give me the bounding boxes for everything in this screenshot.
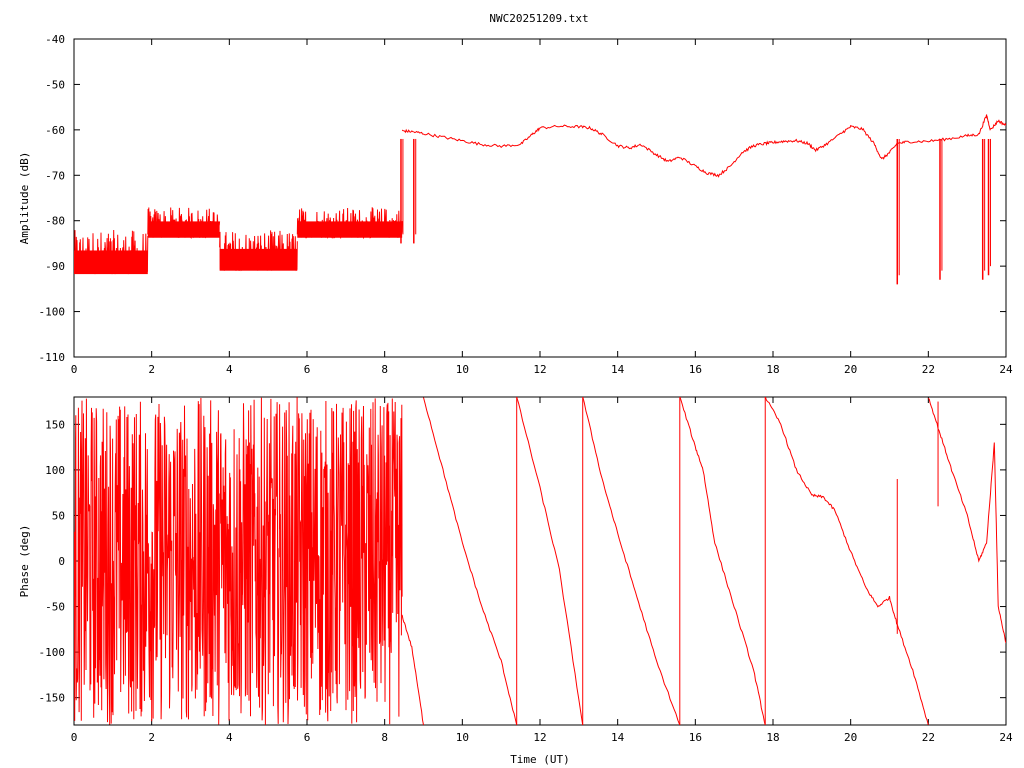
amplitude-noise-band	[219, 248, 298, 271]
phase-noise-segment	[74, 397, 403, 725]
x-tick-label: 22	[922, 363, 935, 376]
x-tick-label: 14	[611, 731, 625, 744]
x-tick-label: 18	[766, 731, 779, 744]
y-tick-label: -70	[45, 169, 65, 182]
y-tick-label: -110	[39, 351, 66, 364]
series-line	[401, 614, 424, 725]
x-tick-label: 16	[689, 363, 702, 376]
x-tick-label: 20	[844, 363, 857, 376]
plot-area	[74, 114, 1006, 285]
amplitude-noise-band	[147, 221, 220, 238]
x-tick-label: 10	[456, 731, 469, 744]
x-tick-label: 22	[922, 731, 935, 744]
x-tick-label: 0	[71, 363, 78, 376]
y-tick-label: -150	[39, 692, 66, 705]
y-axis-label: Phase (deg)	[18, 525, 31, 598]
amplitude-panel: 0 2 4 6 8 10 12 14 16 18 20 22 24-110-100-90-80-70-6…	[18, 33, 1013, 376]
x-tick-label: 20	[844, 731, 857, 744]
y-tick-label: 0	[58, 555, 65, 568]
y-tick-label: -100	[39, 646, 66, 659]
y-tick-label: -90	[45, 260, 65, 273]
y-tick-label: -100	[39, 306, 66, 319]
x-tick-label: 0	[71, 731, 78, 744]
series-line	[516, 397, 584, 725]
x-tick-label: 24	[999, 363, 1013, 376]
x-tick-label: 10	[456, 363, 469, 376]
x-tick-label: 4	[226, 363, 233, 376]
x-tick-label: 14	[611, 363, 625, 376]
x-tick-label: 8	[381, 731, 388, 744]
x-tick-label: 2	[148, 363, 155, 376]
y-tick-label: 50	[52, 509, 65, 522]
y-tick-label: 150	[45, 418, 65, 431]
chart-title: NWC20251209.txt	[489, 12, 588, 25]
x-tick-label: 18	[766, 363, 779, 376]
series-line	[927, 397, 1006, 644]
series-line	[582, 397, 681, 725]
x-tick-label: 12	[533, 731, 546, 744]
amplitude-noise-band	[297, 221, 403, 238]
series-line	[679, 397, 766, 725]
x-tick-label: 12	[533, 363, 546, 376]
x-tick-label: 6	[304, 731, 311, 744]
y-tick-label: -40	[45, 33, 65, 46]
x-axis-label: Time (UT)	[510, 753, 570, 766]
series-line	[764, 397, 929, 725]
series-line	[423, 397, 518, 725]
y-tick-label: -80	[45, 215, 65, 228]
plot-frame	[73, 38, 1007, 358]
x-tick-label: 4	[226, 731, 233, 744]
plot-area	[74, 397, 1006, 725]
series-line	[401, 114, 1006, 178]
x-tick-label: 24	[999, 731, 1013, 744]
amplitude-noise-band	[74, 250, 148, 275]
y-tick-label: 100	[45, 464, 65, 477]
y-tick-label: -50	[45, 78, 65, 91]
x-tick-label: 8	[381, 363, 388, 376]
y-tick-label: -50	[45, 601, 65, 614]
y-axis-label: Amplitude (dB)	[18, 152, 31, 245]
x-tick-label: 16	[689, 731, 702, 744]
y-tick-label: -60	[45, 124, 65, 137]
phase-panel: 0 2 4 6 8 10 12 14 16 18 20 22 24-150-100-5005010015…	[18, 396, 1013, 766]
x-tick-label: 2	[148, 731, 155, 744]
x-tick-label: 6	[304, 363, 311, 376]
